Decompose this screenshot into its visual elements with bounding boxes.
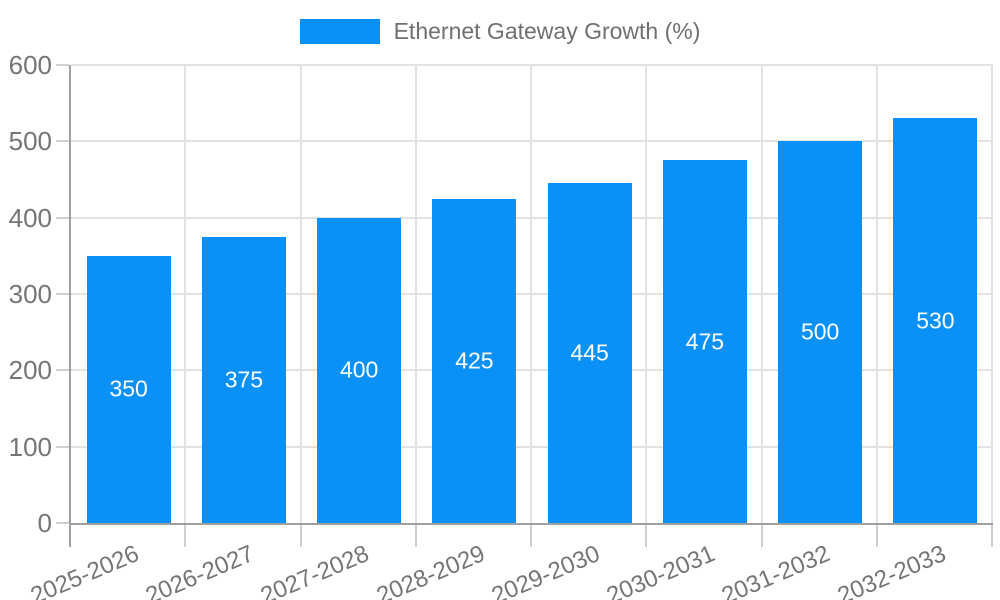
bar-value-label: 445 bbox=[570, 339, 609, 366]
x-axis-tick bbox=[299, 525, 302, 547]
bar[interactable]: 350 bbox=[86, 255, 171, 523]
gridline-horizontal bbox=[71, 445, 993, 448]
gridline-vertical bbox=[875, 65, 878, 523]
y-axis-tick-label: 300 bbox=[8, 279, 52, 309]
y-axis-line bbox=[69, 65, 71, 523]
x-axis-tick-label: 2027-2028 bbox=[257, 540, 374, 600]
y-axis-tick-label: 600 bbox=[8, 50, 52, 80]
bar-value-label: 375 bbox=[224, 366, 264, 393]
legend-label: Ethernet Gateway Growth (%) bbox=[393, 18, 701, 44]
gridline-vertical bbox=[991, 65, 993, 523]
gridline-horizontal bbox=[71, 216, 993, 219]
gridline-vertical bbox=[184, 65, 187, 523]
x-axis-tick-label: 2025-2026 bbox=[26, 540, 143, 600]
bar[interactable]: 445 bbox=[547, 183, 632, 523]
x-axis-tick bbox=[991, 525, 993, 547]
y-axis-tick bbox=[56, 369, 69, 372]
gridline-vertical bbox=[299, 65, 302, 523]
bar[interactable]: 500 bbox=[778, 141, 863, 523]
y-axis-tick bbox=[56, 445, 69, 448]
bar[interactable]: 475 bbox=[662, 160, 747, 523]
x-axis-line bbox=[69, 523, 993, 525]
bar[interactable]: 375 bbox=[201, 236, 286, 523]
x-axis-tick bbox=[184, 525, 187, 547]
bar-value-label: 475 bbox=[685, 328, 725, 355]
gridline-vertical bbox=[414, 65, 417, 523]
gridline-vertical bbox=[530, 65, 532, 523]
legend-swatch bbox=[299, 19, 380, 44]
y-axis-tick-label: 200 bbox=[8, 355, 52, 386]
y-axis-tick bbox=[56, 293, 69, 295]
y-axis-tick bbox=[56, 522, 69, 524]
y-axis-tick-label: 100 bbox=[8, 431, 52, 462]
x-axis-tick-label: 2032-2033 bbox=[833, 540, 950, 600]
x-axis-tick bbox=[530, 525, 532, 547]
bar-value-label: 400 bbox=[339, 356, 379, 383]
x-axis-tick bbox=[414, 525, 417, 547]
x-axis-tick-label: 2029-2030 bbox=[487, 540, 604, 600]
gridline-horizontal bbox=[71, 64, 993, 66]
gridline-horizontal bbox=[71, 140, 993, 143]
bar-value-label: 425 bbox=[455, 347, 494, 374]
bar[interactable]: 425 bbox=[432, 198, 517, 523]
x-axis-tick-label: 2028-2029 bbox=[372, 540, 489, 600]
bar-value-label: 500 bbox=[800, 318, 840, 345]
y-axis-tick bbox=[56, 64, 69, 66]
y-axis-tick bbox=[56, 140, 69, 143]
x-axis-tick bbox=[645, 525, 648, 547]
gridline-horizontal bbox=[71, 293, 993, 295]
bar-value-label: 530 bbox=[916, 307, 955, 334]
x-axis-tick-label: 2031-2032 bbox=[718, 540, 835, 600]
bar-value-label: 350 bbox=[109, 375, 148, 402]
gridline-vertical bbox=[645, 65, 648, 523]
gridline-horizontal bbox=[71, 369, 993, 372]
y-axis-tick bbox=[56, 216, 69, 219]
y-axis-tick-label: 500 bbox=[8, 126, 52, 157]
plot-area: 0 100 200 300 400 500 600 350 375 400 425 445 475 500… bbox=[9, 50, 993, 600]
bar[interactable]: 530 bbox=[893, 118, 978, 523]
legend-item[interactable]: Ethernet Gateway Growth (%) bbox=[0, 19, 1000, 44]
x-axis-tick bbox=[69, 525, 71, 547]
gridline-vertical bbox=[760, 65, 763, 523]
x-axis-tick-label: 2026-2027 bbox=[141, 540, 259, 600]
x-axis-tick bbox=[875, 525, 878, 547]
x-axis-tick bbox=[760, 525, 763, 547]
x-axis-tick-label: 2030-2031 bbox=[602, 540, 720, 600]
bar[interactable]: 400 bbox=[317, 217, 402, 523]
y-axis-tick-label: 400 bbox=[8, 202, 52, 233]
y-axis-tick-label: 0 bbox=[37, 508, 52, 538]
